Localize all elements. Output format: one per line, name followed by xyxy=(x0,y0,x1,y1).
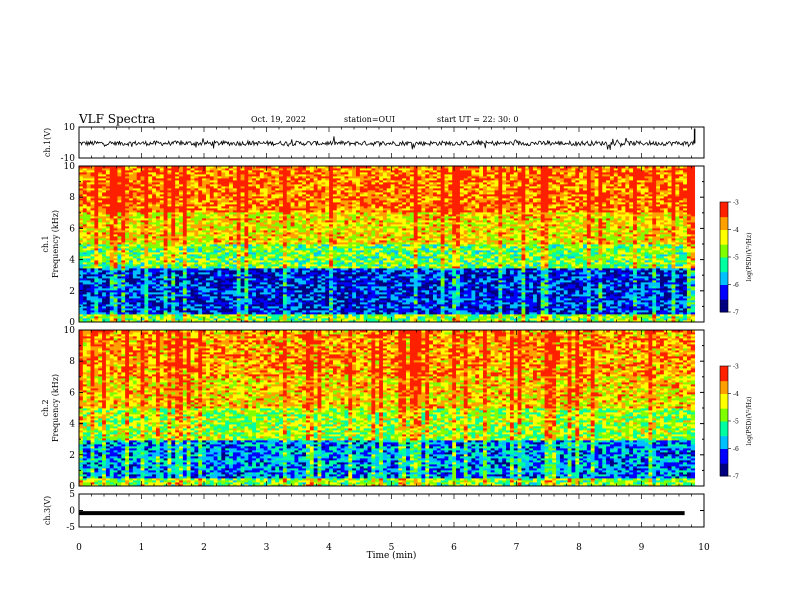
ch2-spectrogram-ytick-label: 10 xyxy=(64,326,76,336)
ch1-waveform-ylabel: ch.1(V) xyxy=(43,128,52,157)
ch3-waveform-ytick-label: 0 xyxy=(69,507,75,517)
ch1-spectrogram-colorbar-label: log(PSD)(V²/Hz) xyxy=(746,233,753,282)
ch1-spectrogram-colorbar-cell xyxy=(720,202,728,204)
ch3-waveform-ylabel: ch.3(V) xyxy=(43,496,52,525)
ch1-spectrogram-colorbar-tick-label: -5 xyxy=(733,255,739,262)
ch2-spectrogram-cells xyxy=(79,330,695,486)
ch2-spectrogram-ytick-label: 6 xyxy=(69,388,75,398)
ch2-spectrogram-ylabel-channel: ch.2 xyxy=(41,399,50,416)
ch2-spectrogram-colorbar-cell xyxy=(720,366,728,368)
xtick-label: 7 xyxy=(514,543,520,553)
xtick-label: 1 xyxy=(139,543,145,553)
ch3-waveform-ytick-label: 5 xyxy=(69,490,75,500)
xtick-label: 8 xyxy=(576,543,582,553)
ch2-spectrogram-ytick-label: 2 xyxy=(69,451,75,461)
ch1-spectrogram-colorbar-tick-label: -7 xyxy=(733,310,739,317)
ch3-waveform-ytick-label: -5 xyxy=(66,523,75,533)
ch2-spectrogram-colorbar-tick-label: -7 xyxy=(733,474,739,481)
xaxis-label: Time (min) xyxy=(367,550,417,561)
ch1-waveform-ytick-label: 10 xyxy=(64,123,76,133)
ch1-spectrogram-ytick-label: 2 xyxy=(69,287,75,297)
xtick-label: 3 xyxy=(264,543,270,553)
ch1-spectrogram-colorbar-tick-label: -4 xyxy=(733,227,739,234)
xtick-label: 6 xyxy=(451,543,457,553)
ch1-spectrogram-ylabel-frequency: Frequency (kHz) xyxy=(51,210,60,278)
ch2-spectrogram-ytick-label: 8 xyxy=(69,357,75,367)
ch1-spectrogram-ytick-label: 10 xyxy=(64,162,76,172)
xtick-label: 10 xyxy=(698,543,710,553)
ch2-spectrogram-colorbar-tick-label: -5 xyxy=(733,419,739,426)
ch2-spectrogram-colorbar-label: log(PSD)(V²/Hz) xyxy=(746,397,753,446)
xtick-label: 9 xyxy=(639,543,645,553)
xtick-label: 0 xyxy=(76,543,82,553)
ch2-spectrogram-ytick-label: 4 xyxy=(69,420,75,430)
ch2-spectrogram-colorbar-tick-label: -4 xyxy=(733,391,739,398)
xtick-label: 4 xyxy=(326,543,332,553)
ch2-spectrogram-colorbar-tick-label: -6 xyxy=(733,446,739,453)
ch1-spectrogram-ytick-label: 4 xyxy=(69,256,75,266)
ch1-spectrogram-colorbar-tick-label: -6 xyxy=(733,282,739,289)
ch1-spectrogram-cells xyxy=(79,166,695,322)
xtick-label: 2 xyxy=(201,543,207,553)
ch1-spectrogram-ytick-label: 8 xyxy=(69,193,75,203)
ch2-spectrogram-ylabel-frequency: Frequency (kHz) xyxy=(51,374,60,442)
ch2-spectrogram-colorbar-tick-label: -3 xyxy=(733,364,739,371)
ch1-spectrogram-ylabel-channel: ch.1 xyxy=(41,235,50,252)
ch1-spectrogram-colorbar-tick-label: -3 xyxy=(733,200,739,207)
ch1-spectrogram-ytick-label: 6 xyxy=(69,224,75,234)
